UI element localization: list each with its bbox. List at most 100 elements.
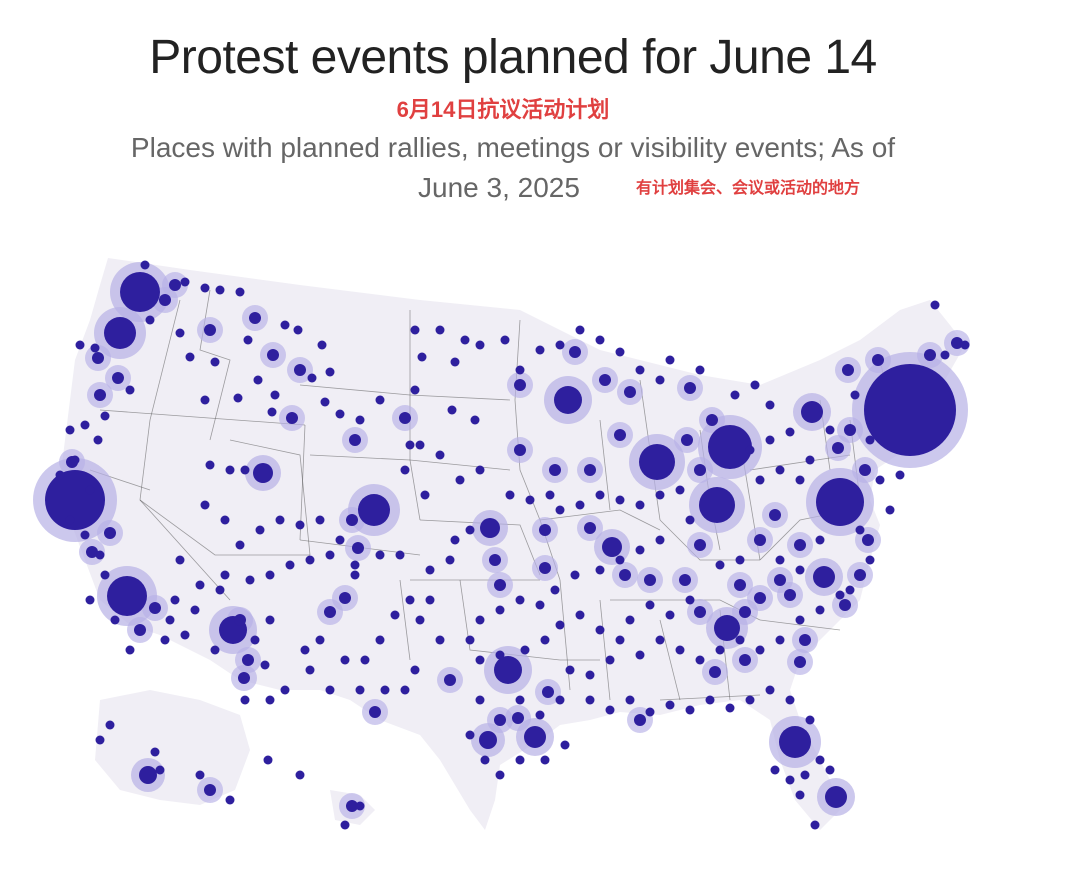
event-marker (270, 390, 280, 400)
event-marker (605, 705, 615, 715)
event-marker (754, 592, 766, 604)
event-marker (465, 635, 475, 645)
event-marker (104, 527, 116, 539)
event-marker (435, 450, 445, 460)
event-marker (460, 335, 470, 345)
event-marker (794, 656, 806, 668)
event-marker (399, 412, 411, 424)
state-border (459, 579, 561, 661)
event-markers (45, 260, 970, 830)
event-marker (315, 635, 325, 645)
event-marker (835, 590, 845, 600)
event-marker (850, 390, 860, 400)
event-marker (465, 525, 475, 535)
event-marker (715, 645, 725, 655)
event-marker (475, 340, 485, 350)
event-marker (799, 634, 811, 646)
event-marker (210, 645, 220, 655)
event-marker (267, 407, 277, 417)
event-marker (495, 770, 505, 780)
event-marker (80, 530, 90, 540)
event-marker (800, 770, 810, 780)
event-marker (525, 495, 535, 505)
event-marker (200, 283, 210, 293)
event-marker (645, 600, 655, 610)
subtitle-date: June 3, 2025 (418, 172, 580, 203)
event-marker (795, 475, 805, 485)
state-border (599, 419, 611, 511)
event-marker (960, 340, 970, 350)
event-marker (200, 395, 210, 405)
event-marker (825, 765, 835, 775)
event-marker (475, 465, 485, 475)
event-marker (775, 635, 785, 645)
event-marker (405, 440, 415, 450)
event-marker (755, 645, 765, 655)
event-marker (555, 340, 565, 350)
event-marker (263, 755, 273, 765)
event-marker (555, 695, 565, 705)
event-marker (775, 555, 785, 565)
event-marker (785, 695, 795, 705)
event-marker (450, 535, 460, 545)
state-border (539, 509, 661, 531)
state-border (149, 299, 181, 421)
event-marker (295, 520, 305, 530)
event-marker (235, 540, 245, 550)
event-marker (815, 535, 825, 545)
event-marker (644, 574, 656, 586)
event-marker (512, 712, 524, 724)
event-marker (150, 747, 160, 757)
subtitle-chinese: 6月14日抗议活动计划 (396, 97, 610, 122)
event-marker (625, 615, 635, 625)
event-marker (139, 766, 157, 784)
event-marker (85, 485, 95, 495)
event-marker (225, 465, 235, 475)
event-marker (65, 425, 75, 435)
event-marker (55, 470, 65, 480)
event-marker (104, 317, 136, 349)
event-marker (665, 610, 675, 620)
event-marker (500, 335, 510, 345)
event-marker (425, 595, 435, 605)
event-marker (215, 285, 225, 295)
event-marker (754, 534, 766, 546)
event-marker (475, 695, 485, 705)
event-marker (535, 710, 545, 720)
event-marker (565, 665, 575, 675)
event-marker (570, 570, 580, 580)
event-marker (615, 635, 625, 645)
event-marker (125, 385, 135, 395)
event-marker (480, 755, 490, 765)
event-marker (375, 550, 385, 560)
event-marker (865, 435, 875, 445)
event-marker (140, 260, 150, 270)
event-marker (240, 695, 250, 705)
event-marker (369, 706, 381, 718)
event-marker (180, 277, 190, 287)
event-marker (845, 585, 855, 595)
event-marker (415, 615, 425, 625)
event-marker (285, 560, 295, 570)
event-marker (859, 464, 871, 476)
event-marker (615, 347, 625, 357)
event-marker (110, 615, 120, 625)
event-marker (234, 614, 246, 626)
event-marker (514, 444, 526, 456)
event-marker (339, 592, 351, 604)
event-marker (615, 555, 625, 565)
event-marker (204, 784, 216, 796)
event-marker (80, 420, 90, 430)
event-marker (765, 685, 775, 695)
event-marker (250, 635, 260, 645)
event-marker (535, 600, 545, 610)
event-marker (159, 294, 171, 306)
event-marker (410, 665, 420, 675)
state-border (99, 409, 306, 426)
event-marker (92, 352, 104, 364)
event-marker (560, 740, 570, 750)
event-marker (455, 475, 465, 485)
event-marker (195, 580, 205, 590)
event-marker (770, 765, 780, 775)
event-marker (445, 555, 455, 565)
